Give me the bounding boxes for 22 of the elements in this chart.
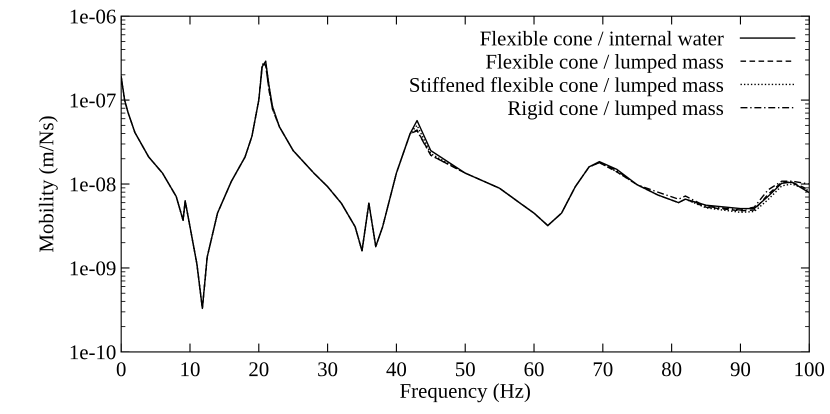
y-axis-title: Mobility (m/Ns): [38, 116, 58, 252]
y-tick-label: 1e-06: [70, 10, 116, 24]
x-tick-label: 80: [662, 362, 682, 376]
legend-label: Stiffened flexible cone / lumped mass: [410, 77, 724, 96]
x-tick-label: 30: [318, 362, 338, 376]
x-tick-label: 90: [730, 362, 750, 376]
x-tick-label: 40: [386, 362, 406, 376]
y-tick-label: 1e-09: [70, 261, 116, 276]
x-tick-label: 0: [116, 362, 126, 376]
legend-label: Flexible cone / lumped mass: [486, 54, 724, 73]
y-tick-label: 1e-07: [70, 93, 116, 108]
x-tick-label: 50: [456, 362, 475, 376]
legend-label: Rigid cone / lumped mass: [508, 100, 724, 120]
x-tick-label: 100: [795, 362, 824, 376]
y-tick-label: 1e-08: [70, 177, 116, 192]
x-tick-label: 20: [249, 362, 268, 376]
y-tick-label: 1e-10: [70, 345, 116, 360]
x-axis-title: Frequency (Hz): [400, 383, 530, 402]
legend-label: Flexible cone / internal water: [480, 30, 724, 46]
x-tick-label: 70: [594, 362, 612, 376]
x-tick-label: 10: [181, 362, 200, 376]
x-tick-label: 60: [524, 362, 544, 376]
